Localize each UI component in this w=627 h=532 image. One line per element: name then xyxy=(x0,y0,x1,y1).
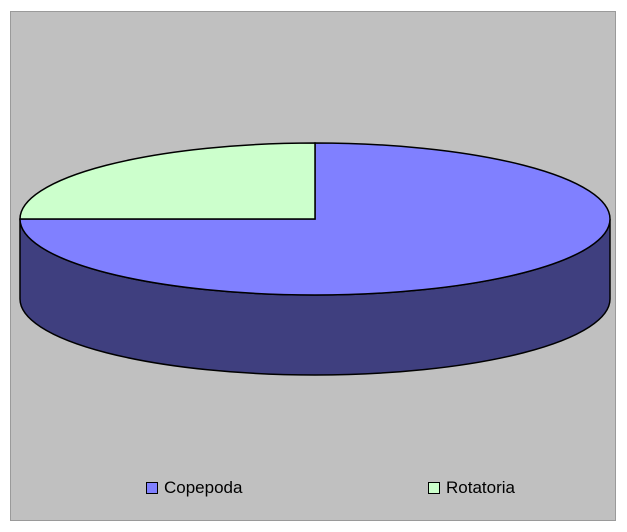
pie-slice-rotatoria xyxy=(19,142,316,220)
legend-item-rotatoria: Rotatoria xyxy=(428,478,515,498)
legend-label-copepoda: Copepoda xyxy=(164,478,243,497)
legend-swatch-rotatoria xyxy=(428,482,440,494)
legend-item-copepoda: Copepoda xyxy=(146,478,242,498)
legend-label-rotatoria: Rotatoria xyxy=(446,478,515,497)
pie-slice-copepoda xyxy=(19,142,611,296)
legend-swatch-copepoda xyxy=(146,482,158,494)
legend: Copepoda Rotatoria xyxy=(0,478,627,502)
